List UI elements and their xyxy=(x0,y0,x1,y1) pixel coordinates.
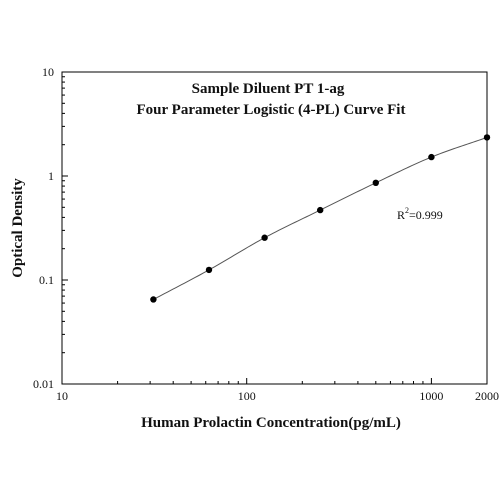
y-axis-label: Optical Density xyxy=(10,178,26,278)
data-points xyxy=(150,134,491,303)
data-point xyxy=(261,234,268,241)
data-point xyxy=(205,266,213,274)
x-tick-label: 1000 xyxy=(419,389,443,403)
r-squared-value: =0.999 xyxy=(409,208,443,222)
x-tick-label: 10 xyxy=(56,389,68,403)
data-point xyxy=(150,296,157,303)
axis-ticks xyxy=(61,71,488,385)
plot-frame xyxy=(61,71,488,385)
chart-title-line2: Four Parameter Logistic (4-PL) Curve Fit xyxy=(137,102,406,118)
y-tick-label: 0.1 xyxy=(39,273,54,287)
data-point xyxy=(483,134,491,141)
data-point xyxy=(428,153,435,161)
chart-title-line1: Sample Diluent PT 1-ag xyxy=(192,81,345,97)
x-tick-label: 2000 xyxy=(475,389,499,403)
data-point xyxy=(316,206,324,214)
r-squared-prefix: R xyxy=(397,208,405,222)
r-squared-superscript: 2 xyxy=(405,206,409,215)
x-axis-label: Human Prolactin Concentration(pg/mL) xyxy=(141,415,401,431)
tick-labels: 10 100 1000 2000 0.01 0.1 1 10 xyxy=(33,65,499,403)
r-squared-annotation: R2=0.999 xyxy=(397,206,443,222)
x-tick-label: 100 xyxy=(238,389,256,403)
y-tick-label: 0.01 xyxy=(33,377,54,391)
y-tick-label: 10 xyxy=(42,65,54,79)
y-tick-label: 1 xyxy=(48,169,54,183)
data-point xyxy=(372,179,379,187)
